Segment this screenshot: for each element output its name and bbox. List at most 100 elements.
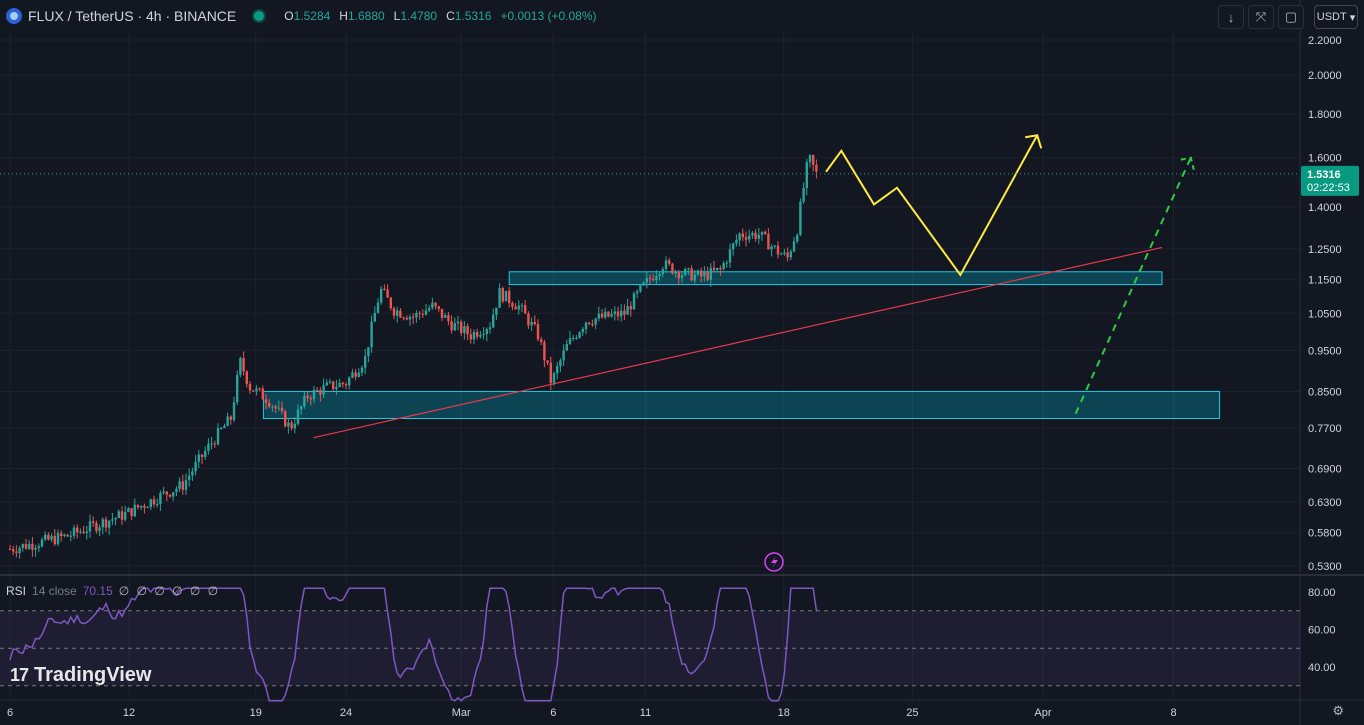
candle (581, 326, 584, 336)
candle (453, 317, 456, 331)
candle (424, 304, 428, 316)
candle (21, 543, 24, 552)
candle-body (399, 310, 402, 318)
currency-label: USDT (1316, 11, 1347, 23)
projection-arrowhead-green (1180, 156, 1195, 170)
candle (316, 386, 319, 391)
candle-body (277, 407, 280, 409)
candle (514, 303, 517, 310)
candle-body (322, 385, 325, 395)
candle (50, 533, 53, 543)
candle-body (472, 332, 476, 340)
candle-body (130, 508, 133, 517)
candle-body (204, 450, 207, 457)
candle (584, 321, 588, 335)
candle (770, 244, 773, 257)
candle (594, 317, 597, 330)
candle (248, 381, 252, 395)
candle (200, 454, 204, 465)
candle (604, 307, 607, 320)
candle (85, 525, 88, 540)
candle (178, 477, 181, 492)
candle (792, 236, 796, 253)
price-axis-label: 0.7700 (1308, 423, 1342, 435)
candle (386, 284, 389, 298)
candle-body (127, 508, 130, 512)
candle (472, 329, 476, 345)
demand-zone-lower (262, 390, 1221, 419)
candle (668, 257, 671, 266)
candle-body (338, 382, 341, 387)
candle-body (498, 288, 501, 308)
candle-body (626, 306, 629, 315)
candle-body (341, 382, 344, 385)
market-status-icon[interactable] (254, 11, 265, 21)
currency-selector[interactable]: USDT ▾ (1314, 5, 1358, 29)
candle-body (562, 350, 565, 361)
candle (552, 371, 556, 386)
ohlc-value: 1.4780 (400, 9, 438, 23)
fullscreen-icon[interactable]: ⤧ (1248, 5, 1274, 29)
candle (607, 311, 610, 318)
candle (72, 525, 76, 540)
candle-body (520, 305, 524, 307)
candle-body (380, 288, 383, 303)
candle-body (594, 318, 597, 325)
candle (450, 315, 453, 334)
candle (392, 306, 396, 320)
time-axis-label: 6 (7, 707, 13, 719)
ohlc-item: L1.4780 (394, 9, 437, 23)
candle (776, 241, 780, 259)
candle (482, 327, 485, 340)
arrow-down-icon[interactable]: ↓ (1218, 5, 1244, 29)
candle-body (428, 308, 431, 311)
candle (95, 520, 98, 534)
candle-body (239, 357, 242, 375)
candle (658, 272, 661, 281)
candle (341, 381, 344, 388)
candle-body (8, 548, 12, 550)
candle-body (453, 323, 456, 331)
camera-icon[interactable]: ▢ (1278, 5, 1304, 29)
candle-body (95, 522, 98, 532)
candle-body (485, 329, 488, 335)
tradingview-logo[interactable]: 17 TradingView (10, 664, 151, 687)
price-axis-label: 1.8000 (1308, 109, 1342, 121)
ohlc-item: +0.0013 (+0.08%) (500, 9, 596, 23)
candle (229, 415, 232, 425)
candle-body (789, 251, 792, 258)
candle (412, 313, 415, 325)
candle (124, 505, 127, 522)
price-axis-label: 1.6000 (1308, 153, 1342, 165)
candle-body (655, 276, 658, 281)
candle-body (780, 254, 783, 256)
candle-body (524, 305, 527, 314)
candle (431, 297, 434, 310)
rsi-axis-label: 80.00 (1308, 587, 1336, 599)
candle-body (770, 246, 773, 250)
candle (805, 158, 808, 196)
candle-body (501, 288, 504, 302)
lightning-event-ring (764, 552, 784, 572)
gear-icon[interactable]: ⚙ (1332, 703, 1344, 718)
candle (168, 494, 172, 499)
symbol-title[interactable]: FLUX / TetherUS · 4h · BINANCE (28, 8, 237, 24)
candle-body (677, 271, 680, 279)
candle (578, 331, 581, 339)
candle (197, 449, 200, 469)
candle (732, 242, 735, 256)
candle-body (252, 390, 255, 392)
candle (437, 305, 440, 312)
time-axis-label: 24 (340, 707, 352, 719)
candle (191, 467, 194, 481)
candle-body (440, 308, 444, 318)
candle-body (50, 535, 53, 540)
candle (306, 391, 309, 403)
candle-body (156, 504, 159, 506)
candle (693, 269, 696, 284)
candle (63, 533, 66, 538)
rsi-legend[interactable]: RSI 14 close 70.15 ∅ ∅ ∅ ∅ ∅ ∅ (6, 584, 220, 598)
candle-body (549, 362, 552, 383)
